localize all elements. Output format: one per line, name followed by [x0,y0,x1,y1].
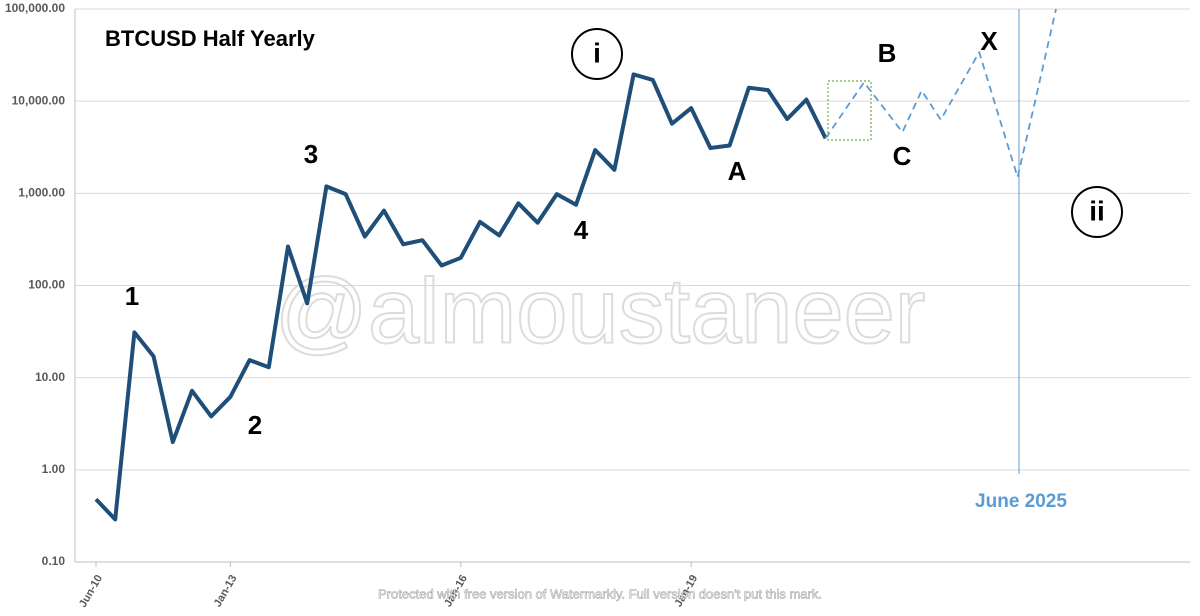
y-tick-label: 100,000.00 [5,1,65,15]
wave-label: 1 [125,281,139,311]
wave-circle [1071,186,1123,238]
y-tick-label: 0.10 [42,554,66,568]
wave-label: ii [1089,195,1105,226]
y-tick-label: 10,000.00 [12,93,66,107]
wave-label: A [728,156,747,186]
wave-label: 2 [248,410,262,440]
wave-label: 3 [304,139,318,169]
chart-title: BTCUSD Half Yearly [105,26,316,51]
y-tick-label: 100.00 [28,278,65,292]
watermark: @almoustaneer [275,260,926,362]
price-line [94,72,828,522]
wave-label: X [980,26,998,56]
wave-label: i [593,37,601,68]
y-tick-label: 1,000.00 [18,186,65,200]
y-tick-label: 10.00 [35,370,65,384]
wave-circle [571,28,623,80]
wave-label: C [893,141,912,171]
watermark-notice: Protected with free version of Watermark… [378,586,822,601]
highlight-box [827,80,872,141]
y-tick-label: 1.00 [42,462,66,476]
date-label: June 2025 [975,491,1067,512]
wave-label: B [878,38,897,68]
wave-label: 4 [574,215,589,245]
